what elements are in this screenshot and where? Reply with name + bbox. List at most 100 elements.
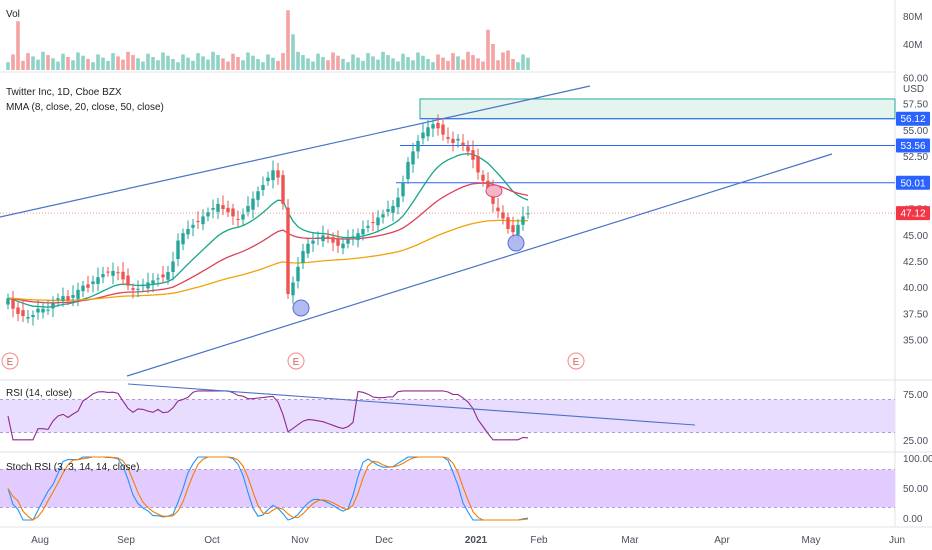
candle-body — [436, 122, 440, 129]
candle-body — [56, 298, 60, 300]
volume-bar — [156, 60, 160, 70]
candle-body — [151, 280, 155, 284]
volume-label: Vol — [6, 9, 20, 20]
candle-body — [86, 284, 90, 288]
volume-bar — [301, 55, 305, 70]
candle-body — [21, 310, 25, 317]
volume-bar — [426, 58, 430, 70]
volume-bar — [281, 53, 285, 70]
candle-body — [16, 307, 20, 314]
price-tick: 42.50 — [903, 257, 928, 268]
volume-bar — [6, 62, 10, 70]
candle-body — [191, 224, 195, 228]
volume-bar — [321, 57, 325, 70]
candle-body — [131, 288, 135, 290]
volume-bar — [241, 60, 245, 70]
price-tick: 55.00 — [903, 126, 928, 137]
volume-bar — [51, 58, 55, 70]
candle-body — [256, 191, 260, 200]
volume-tick-40m: 40M — [903, 40, 922, 51]
stoch-tick-0: 0.00 — [903, 514, 923, 525]
volume-bar — [326, 60, 330, 70]
price-tick: 60.00 — [903, 74, 928, 85]
price-tick: 45.00 — [903, 231, 928, 242]
volume-bar — [136, 58, 140, 70]
candle-body — [11, 299, 15, 309]
volume-bar — [246, 52, 250, 70]
candle-body — [116, 272, 120, 274]
time-tick: Feb — [530, 535, 548, 546]
candle-body — [201, 216, 205, 225]
candle-body — [346, 239, 350, 244]
volume-bar — [351, 54, 355, 70]
volume-bar — [236, 57, 240, 70]
candle-body — [281, 175, 285, 204]
volume-bar — [251, 55, 255, 70]
volume-bar — [61, 53, 65, 70]
candle-body — [126, 275, 130, 286]
volume-bar — [371, 56, 375, 70]
candle-body — [326, 236, 330, 239]
candle-body — [506, 217, 510, 230]
time-tick: Aug — [31, 535, 49, 546]
currency-label: USD — [903, 84, 924, 95]
level-price-badge — [896, 175, 930, 190]
candle-body — [321, 235, 325, 242]
candle-body — [336, 238, 340, 246]
volume-bar — [436, 54, 440, 70]
candle-body — [361, 229, 365, 235]
volume-bar — [76, 52, 80, 70]
volume-bar — [161, 52, 165, 70]
volume-bar — [501, 52, 505, 70]
candle-body — [486, 180, 490, 189]
volume-bar — [331, 52, 335, 70]
volume-bar — [126, 51, 130, 70]
candle-body — [386, 209, 390, 212]
candle-body — [176, 240, 180, 260]
time-tick: Mar — [621, 535, 639, 546]
candle-body — [276, 170, 280, 178]
volume-bar — [146, 53, 150, 70]
candle-body — [401, 182, 405, 197]
candle-body — [456, 138, 460, 141]
candle-body — [241, 214, 245, 220]
volume-bar — [406, 57, 410, 70]
earnings-marker — [287, 352, 305, 370]
candle-body — [41, 308, 45, 313]
volume-bar — [31, 56, 35, 70]
candle-body — [231, 208, 235, 217]
stoch-title: Stoch RSI (3, 3, 14, 14, close) — [6, 462, 139, 473]
price-tick: 57.50 — [903, 100, 928, 111]
rsi-title: RSI (14, close) — [6, 388, 72, 399]
volume-bar — [446, 60, 450, 70]
candle-body — [266, 177, 270, 182]
volume-bar — [261, 62, 265, 70]
price-badges: 56.12 53.56 50.01 47.12 — [896, 111, 930, 221]
volume-bar — [286, 10, 290, 70]
volume-bar — [36, 59, 40, 70]
earnings-marker-label: E — [573, 357, 580, 368]
candle-body — [406, 161, 410, 180]
candle-body — [411, 151, 415, 165]
volume-bar — [231, 53, 235, 70]
time-tick: Jun — [889, 535, 905, 546]
volume-bar — [226, 61, 230, 70]
time-tick: Nov — [291, 535, 309, 546]
volume-bar — [391, 58, 395, 70]
volume-bars — [6, 10, 530, 70]
candle-body — [31, 315, 35, 318]
volume-bar — [81, 55, 85, 70]
time-tick: May — [802, 535, 821, 546]
supply-zone[interactable] — [419, 98, 896, 120]
volume-bar — [401, 53, 405, 70]
candle-body — [391, 205, 395, 213]
volume-bar — [386, 55, 390, 70]
price-tick: 35.00 — [903, 336, 928, 347]
volume-bar — [196, 53, 200, 70]
trend-lines[interactable] — [0, 85, 833, 377]
candle-body — [446, 137, 450, 139]
rsi-series-line — [7, 390, 529, 441]
volume-bar — [341, 58, 345, 70]
